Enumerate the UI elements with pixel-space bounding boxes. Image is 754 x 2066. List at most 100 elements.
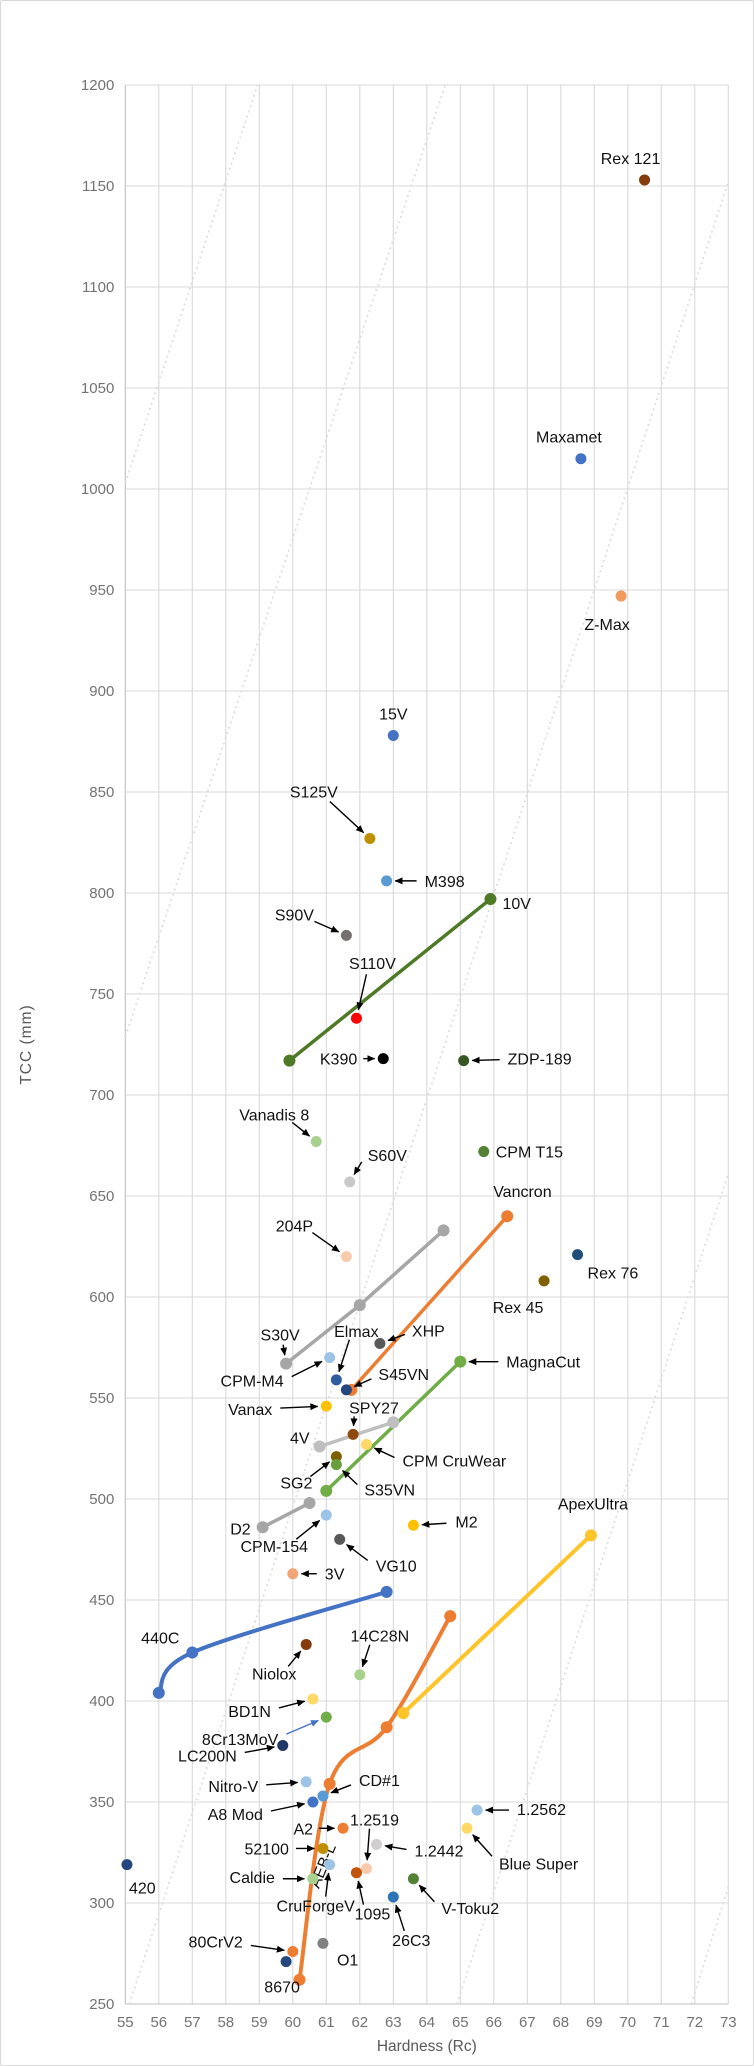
data-point-Vanadis 8 bbox=[310, 1135, 322, 1147]
data-point-MagnaCut-1 bbox=[454, 1355, 467, 1368]
data-point-8670 bbox=[280, 1956, 292, 1968]
arrow-CPM-154 bbox=[295, 1519, 321, 1540]
y-axis-title: TCC (mm) bbox=[18, 1004, 35, 1084]
arrow-S45VN bbox=[353, 1378, 372, 1388]
label-ZDP-189: ZDP-189 bbox=[508, 1052, 572, 1069]
arrow-CPM-M4 bbox=[291, 1360, 323, 1378]
label-ApexUltra: ApexUltra bbox=[558, 1496, 628, 1513]
arrow-1.2519 bbox=[364, 1828, 372, 1861]
data-point-Maxamet bbox=[575, 453, 587, 465]
series-lines: 10VVancronMagnaCutS30V4VD2440CAEB-LApexU… bbox=[141, 893, 628, 1986]
y-tick-1200: 1200 bbox=[81, 77, 114, 94]
data-point-440C-1 bbox=[186, 1646, 199, 1659]
arrow-Elmax bbox=[337, 1339, 351, 1373]
data-point-S90V bbox=[340, 929, 352, 941]
label-BD1N: BD1N bbox=[228, 1704, 271, 1721]
label-Vancron: Vancron bbox=[493, 1184, 551, 1201]
x-tick-66: 66 bbox=[485, 2014, 502, 2031]
label-S110V: S110V bbox=[349, 956, 396, 973]
label-S30V: S30V bbox=[261, 1328, 300, 1345]
label-Rex 121: Rex 121 bbox=[601, 151, 661, 168]
label-SG2: SG2 bbox=[280, 1476, 312, 1493]
label-CPM-154: CPM-154 bbox=[241, 1539, 309, 1556]
x-tick-64: 64 bbox=[418, 2014, 435, 2031]
label-Caldie: Caldie bbox=[230, 1870, 275, 1887]
y-tick-1050: 1050 bbox=[81, 380, 114, 397]
label-Rex 45: Rex 45 bbox=[493, 1300, 544, 1317]
label-14C28N: 14C28N bbox=[350, 1629, 409, 1646]
data-point-A2 bbox=[337, 1822, 349, 1834]
label-CPM-M4: CPM-M4 bbox=[221, 1374, 284, 1391]
data-point-S125V bbox=[364, 832, 376, 844]
label-Vanax: Vanax bbox=[228, 1402, 272, 1419]
data-point-Niolox bbox=[300, 1638, 312, 1650]
data-point-Nitro-V bbox=[300, 1776, 312, 1788]
label-1.2562: 1.2562 bbox=[517, 1802, 566, 1819]
data-point-M398 bbox=[381, 875, 393, 887]
series-ApexUltra: ApexUltra bbox=[397, 1496, 628, 1720]
label-8Cr13MoV: 8Cr13MoV bbox=[202, 1732, 279, 1749]
label-M398: M398 bbox=[425, 874, 465, 891]
data-point-26C3 bbox=[387, 1891, 399, 1903]
label-Rex 76: Rex 76 bbox=[588, 1266, 639, 1283]
label-XHP: XHP bbox=[412, 1323, 445, 1340]
y-tick-450: 450 bbox=[89, 1592, 114, 1609]
label-VG10: VG10 bbox=[376, 1558, 417, 1575]
label-M2: M2 bbox=[455, 1514, 477, 1531]
y-tick-500: 500 bbox=[89, 1491, 114, 1508]
data-point-VG10 bbox=[334, 1533, 346, 1545]
data-point-3V bbox=[287, 1568, 299, 1580]
arrow-Vanadis 8 bbox=[291, 1121, 311, 1137]
data-point-Vancron-1 bbox=[501, 1210, 514, 1223]
data-point-4V-0 bbox=[313, 1440, 326, 1453]
label-1.2442: 1.2442 bbox=[415, 1843, 464, 1860]
data-point-440C-0 bbox=[152, 1686, 165, 1699]
series-line-Vancron bbox=[349, 1214, 509, 1392]
data-point-SPY27 bbox=[347, 1428, 359, 1440]
y-tick-900: 900 bbox=[89, 683, 114, 700]
x-tick-63: 63 bbox=[385, 2014, 402, 2031]
series-D2: D2 bbox=[230, 1497, 316, 1538]
label-Nitro-V: Nitro-V bbox=[208, 1779, 258, 1796]
y-tick-250: 250 bbox=[89, 1996, 114, 2013]
data-point-10V-0 bbox=[283, 1054, 296, 1067]
data-point-S110V bbox=[350, 1012, 362, 1024]
data-point-ApexUltra-1 bbox=[584, 1529, 597, 1542]
y-tick-950: 950 bbox=[89, 582, 114, 599]
label-10V: 10V bbox=[502, 896, 531, 913]
data-point-CPM CruWear bbox=[361, 1438, 372, 1450]
data-point-CruForgeV bbox=[324, 1859, 336, 1871]
x-tick-72: 72 bbox=[686, 2014, 703, 2031]
label-LC200N: LC200N bbox=[178, 1748, 237, 1765]
data-point-1.2562 bbox=[471, 1804, 483, 1816]
data-point-Rex 45 bbox=[538, 1275, 550, 1287]
x-tick-60: 60 bbox=[284, 2014, 301, 2031]
label-O1: O1 bbox=[337, 1952, 358, 1969]
label-Blue Super: Blue Super bbox=[499, 1856, 579, 1873]
arrow-Vanax bbox=[280, 1403, 319, 1411]
data-point-CD#1 bbox=[317, 1790, 329, 1802]
reference-line-4 bbox=[690, 1886, 730, 2005]
arrow-S90V bbox=[314, 920, 340, 933]
data-point-440C-2 bbox=[380, 1585, 393, 1598]
series-line-10V bbox=[287, 897, 493, 1063]
data-point-A8 Mod bbox=[307, 1796, 319, 1808]
data-point-D2-1 bbox=[303, 1497, 316, 1510]
data-point-O1 bbox=[317, 1937, 329, 1949]
y-tick-800: 800 bbox=[89, 885, 114, 902]
data-point-Elmax bbox=[330, 1374, 342, 1386]
reference-line-3 bbox=[456, 1173, 730, 2005]
x-tick-65: 65 bbox=[452, 2014, 469, 2031]
label-Vanadis 8: Vanadis 8 bbox=[239, 1107, 309, 1124]
arrow-S125V bbox=[329, 800, 365, 834]
x-tick-71: 71 bbox=[653, 2014, 670, 2031]
data-points bbox=[121, 174, 651, 1968]
data-point-8Cr13MoV bbox=[320, 1711, 332, 1723]
label-K390: K390 bbox=[320, 1052, 357, 1069]
label-S35VN: S35VN bbox=[364, 1483, 415, 1500]
label-CPM T15: CPM T15 bbox=[496, 1145, 563, 1162]
data-point-14C28N bbox=[354, 1669, 366, 1681]
label-CruForgeV: CruForgeV bbox=[277, 1899, 356, 1916]
